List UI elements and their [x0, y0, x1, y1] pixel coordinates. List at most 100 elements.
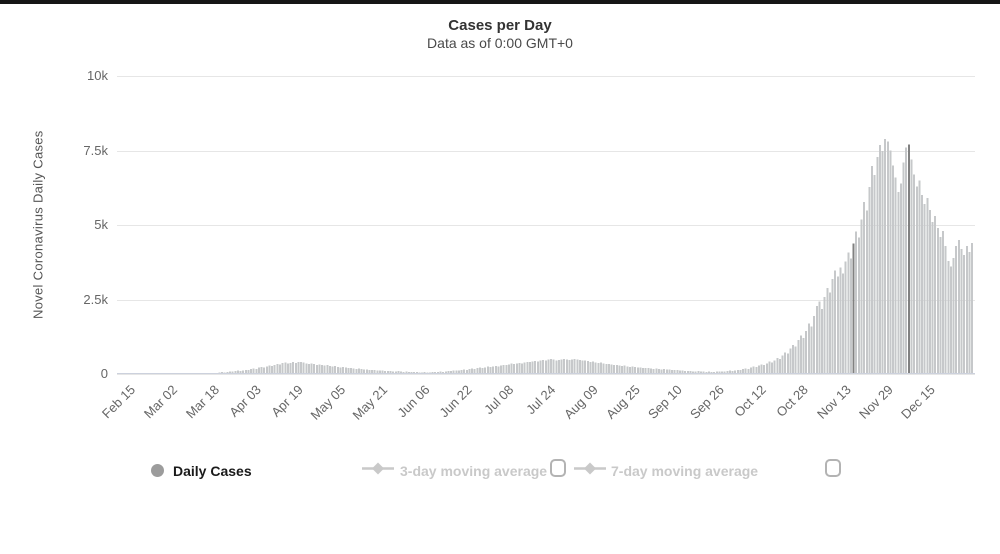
daily-cases-bar[interactable] — [526, 361, 529, 374]
legend-checkbox[interactable] — [825, 459, 841, 477]
daily-cases-bar[interactable] — [518, 362, 521, 374]
daily-cases-bar[interactable] — [268, 365, 271, 374]
daily-cases-bar[interactable] — [281, 363, 284, 374]
daily-cases-bar[interactable] — [276, 363, 279, 374]
daily-cases-bar[interactable] — [865, 210, 868, 374]
daily-cases-bar[interactable] — [394, 371, 397, 374]
daily-cases-bar[interactable] — [334, 366, 337, 374]
daily-cases-bar[interactable] — [339, 367, 342, 374]
daily-cases-bar[interactable] — [876, 157, 879, 374]
daily-cases-bar[interactable] — [705, 371, 708, 374]
daily-cases-bar[interactable] — [671, 369, 674, 374]
daily-cases-bar[interactable] — [860, 219, 863, 374]
daily-cases-bar[interactable] — [681, 370, 684, 374]
daily-cases-bar[interactable] — [376, 370, 379, 374]
daily-cases-bar[interactable] — [576, 359, 579, 374]
daily-cases-bar[interactable] — [642, 367, 645, 374]
daily-cases-bar[interactable] — [957, 239, 960, 374]
daily-cases-bar[interactable] — [407, 371, 410, 374]
daily-cases-bar[interactable] — [960, 248, 963, 374]
daily-cases-bar[interactable] — [821, 309, 824, 374]
daily-cases-bar[interactable] — [402, 371, 405, 374]
daily-cases-bar[interactable] — [297, 362, 300, 374]
daily-cases-bar[interactable] — [602, 363, 605, 374]
daily-cases-bar[interactable] — [697, 371, 700, 374]
daily-cases-bar[interactable] — [928, 210, 931, 374]
daily-cases-bar[interactable] — [415, 371, 418, 374]
daily-cases-bar[interactable] — [444, 371, 447, 374]
daily-cases-bar[interactable] — [578, 359, 581, 374]
daily-cases-bar[interactable] — [921, 195, 924, 374]
daily-cases-bar[interactable] — [894, 177, 897, 374]
daily-cases-bar[interactable] — [286, 363, 289, 374]
daily-cases-bar[interactable] — [828, 292, 831, 374]
daily-cases-bar[interactable] — [247, 370, 250, 374]
daily-cases-bar[interactable] — [881, 151, 884, 374]
daily-cases-bar[interactable] — [460, 369, 463, 374]
daily-cases-bar[interactable] — [723, 371, 726, 374]
daily-cases-bar[interactable] — [952, 257, 955, 374]
daily-cases-bar[interactable] — [905, 147, 908, 374]
daily-cases-bar[interactable] — [331, 366, 334, 374]
daily-cases-bar[interactable] — [471, 368, 474, 374]
daily-cases-bar[interactable] — [963, 254, 966, 374]
daily-cases-bar[interactable] — [971, 242, 974, 374]
daily-cases-bar[interactable] — [771, 362, 774, 374]
daily-cases-bar[interactable] — [560, 359, 563, 374]
daily-cases-bar[interactable] — [400, 371, 403, 374]
daily-cases-bar[interactable] — [442, 371, 445, 374]
daily-cases-bar[interactable] — [226, 371, 229, 374]
daily-cases-bar[interactable] — [497, 366, 500, 374]
daily-cases-bar[interactable] — [326, 365, 329, 374]
daily-cases-bar[interactable] — [760, 364, 763, 374]
daily-cases-bar[interactable] — [244, 369, 247, 374]
daily-cases-bar[interactable] — [931, 222, 934, 374]
daily-cases-bar[interactable] — [805, 331, 808, 374]
daily-cases-bar[interactable] — [899, 183, 902, 374]
daily-cases-bar[interactable] — [386, 371, 389, 374]
daily-cases-bar[interactable] — [550, 359, 553, 374]
daily-cases-bar[interactable] — [278, 364, 281, 374]
daily-cases-bar[interactable] — [344, 367, 347, 374]
daily-cases-bar[interactable] — [736, 369, 739, 374]
daily-cases-bar[interactable] — [886, 141, 889, 374]
daily-cases-bar[interactable] — [263, 367, 266, 374]
daily-cases-bar[interactable] — [857, 237, 860, 374]
daily-cases-bar[interactable] — [639, 367, 642, 374]
daily-cases-bar[interactable] — [631, 366, 634, 374]
daily-cases-bar[interactable] — [934, 216, 937, 374]
daily-cases-bar[interactable] — [902, 162, 905, 374]
daily-cases-bar[interactable] — [878, 145, 881, 374]
daily-cases-bar[interactable] — [365, 369, 368, 374]
daily-cases-bar[interactable] — [844, 261, 847, 374]
daily-cases-bar[interactable] — [742, 369, 745, 374]
daily-cases-bar[interactable] — [505, 365, 508, 374]
daily-cases-bar[interactable] — [915, 186, 918, 374]
daily-cases-bar[interactable] — [392, 371, 395, 374]
daily-cases-bar[interactable] — [342, 367, 345, 374]
daily-cases-bar[interactable] — [539, 360, 542, 374]
daily-cases-bar[interactable] — [500, 365, 503, 374]
daily-cases-bar[interactable] — [847, 252, 850, 374]
daily-cases-bar[interactable] — [784, 352, 787, 374]
daily-cases-bar[interactable] — [271, 365, 274, 374]
daily-cases-bar[interactable] — [718, 371, 721, 374]
daily-cases-bar[interactable] — [521, 363, 524, 374]
daily-cases-bar[interactable] — [792, 344, 795, 374]
daily-cases-bar[interactable] — [313, 364, 316, 374]
daily-cases-bar[interactable] — [647, 368, 650, 374]
daily-cases-bar[interactable] — [447, 371, 450, 374]
daily-cases-bar[interactable] — [839, 267, 842, 374]
daily-cases-bar[interactable] — [242, 370, 245, 374]
daily-cases-bar[interactable] — [484, 367, 487, 374]
daily-cases-bar[interactable] — [523, 362, 526, 374]
daily-cases-bar[interactable] — [468, 369, 471, 374]
daily-cases-bar[interactable] — [384, 371, 387, 374]
daily-cases-bar[interactable] — [926, 198, 929, 374]
daily-cases-bar[interactable] — [726, 371, 729, 374]
daily-cases-bar[interactable] — [594, 362, 597, 374]
daily-cases-bar[interactable] — [778, 358, 781, 374]
daily-cases-bar[interactable] — [721, 371, 724, 374]
daily-cases-bar[interactable] — [557, 359, 560, 374]
daily-cases-bar[interactable] — [323, 365, 326, 374]
